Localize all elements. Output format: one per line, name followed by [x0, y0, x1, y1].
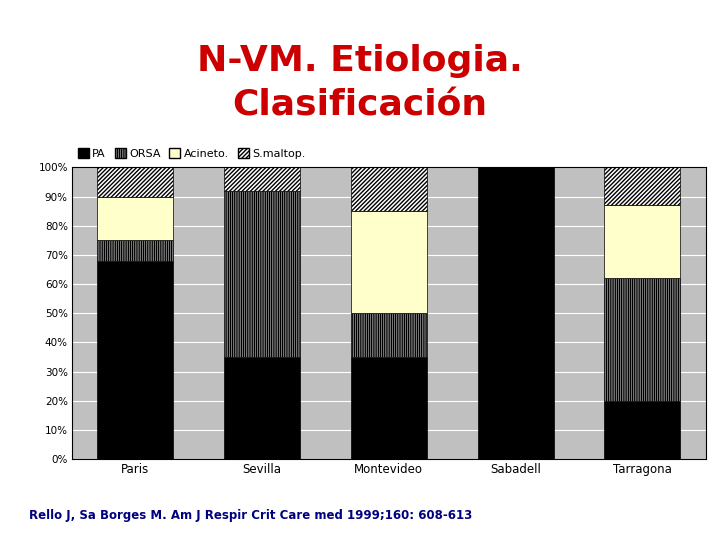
Bar — [351, 313, 427, 357]
Bar — [224, 357, 300, 459]
Text: Rello J, Sa Borges M. Am J Respir Crit Care med 1999;160: 608-613: Rello J, Sa Borges M. Am J Respir Crit C… — [29, 509, 472, 522]
Bar — [97, 167, 174, 197]
Legend: PA, ORSA, Acineto., S.maltop.: PA, ORSA, Acineto., S.maltop. — [78, 148, 305, 159]
Bar — [224, 191, 300, 357]
Bar — [351, 211, 427, 313]
Bar — [97, 197, 174, 240]
Bar — [604, 205, 680, 278]
Bar — [351, 357, 427, 459]
Bar — [224, 167, 300, 191]
Bar — [604, 401, 680, 459]
Bar — [604, 278, 680, 401]
Bar — [604, 167, 680, 205]
Text: N-VM. Etiologia.
Clasificación: N-VM. Etiologia. Clasificación — [197, 44, 523, 123]
Bar — [477, 167, 554, 459]
Bar — [97, 240, 174, 261]
Bar — [97, 261, 174, 459]
Bar — [351, 167, 427, 211]
